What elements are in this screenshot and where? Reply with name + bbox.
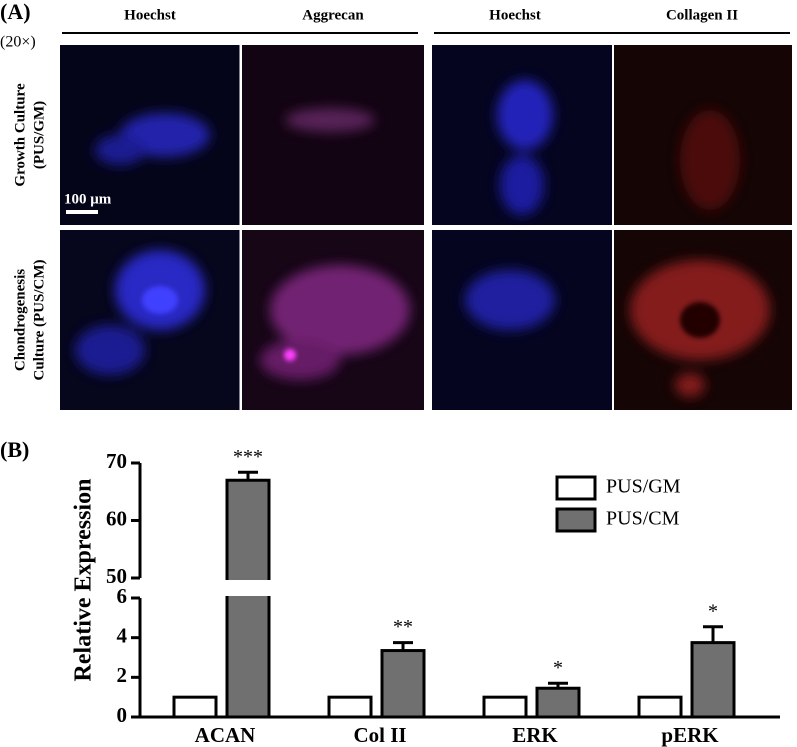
y-tick-label: 70 — [106, 449, 127, 473]
row-label-line: Chondrogenesis — [12, 269, 28, 371]
panel-label: (A) — [0, 0, 31, 24]
image-aggrecan — [242, 45, 424, 225]
y-tick-label: 2 — [117, 663, 128, 687]
significance: *** — [233, 446, 263, 468]
y-axis-title: Relative Expression — [71, 479, 97, 682]
panel-label: (B) — [0, 437, 29, 462]
significance: * — [708, 600, 718, 622]
bar — [380, 649, 426, 719]
legend-swatch — [555, 507, 597, 533]
micrographs — [60, 45, 792, 410]
y-tick-label: 50 — [106, 564, 127, 588]
column-header: Collagen II — [666, 7, 738, 23]
significance: ** — [393, 616, 413, 638]
x-tick-label: ERK — [512, 723, 558, 747]
row-label: Chondrogenesis Culture (PUS/CM) — [12, 260, 47, 381]
legend-swatch — [555, 475, 597, 501]
bar — [225, 478, 271, 719]
y-tick-label: 60 — [106, 506, 127, 530]
column-header: Hoechst — [489, 7, 541, 23]
bar — [690, 641, 736, 719]
bar — [482, 695, 528, 719]
row-label-line: Culture (PUS/CM) — [31, 260, 47, 381]
row-label-line: Growth Culture — [12, 83, 28, 187]
row-label: Growth Culture (PUS/GM) — [12, 83, 47, 187]
bar — [535, 686, 581, 719]
magnification: (20×) — [0, 34, 36, 51]
axis-break-gap — [224, 580, 272, 596]
significance: * — [553, 657, 563, 679]
bar — [637, 695, 683, 719]
column-header: Hoechst — [124, 7, 176, 23]
scale-bar-label: 100 μm — [64, 191, 112, 207]
error-bar — [703, 625, 723, 643]
y-tick-label: 4 — [117, 623, 128, 647]
x-tick-label: Col II — [353, 723, 406, 747]
bar — [327, 695, 373, 719]
y-tick-label: 0 — [117, 703, 128, 727]
row-label-line: (PUS/GM) — [31, 101, 47, 169]
y-tick-label: 6 — [117, 584, 128, 608]
x-tick-label: ACAN — [195, 723, 256, 747]
x-tick-label: pERK — [661, 723, 719, 747]
legend-label: PUS/CM — [606, 508, 680, 530]
bar — [172, 695, 218, 719]
column-header: Aggrecan — [302, 7, 364, 23]
legend-label: PUS/GM — [606, 476, 681, 498]
